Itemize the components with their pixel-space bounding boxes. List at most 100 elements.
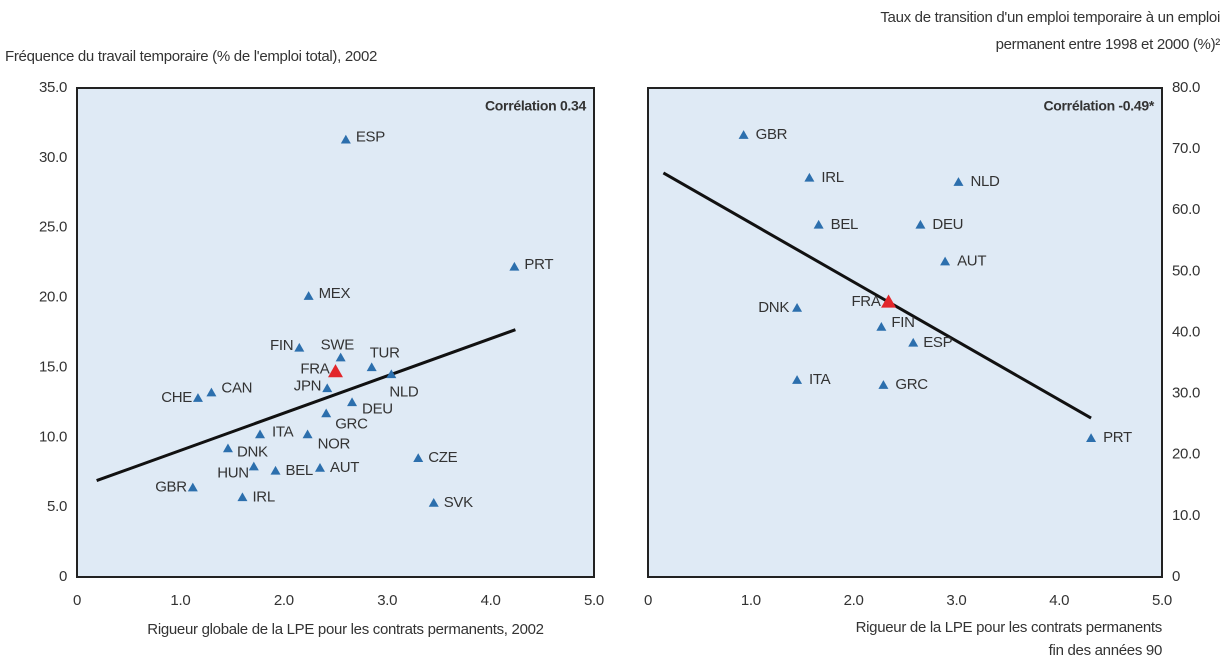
point-label: CHE [161,389,192,406]
point [386,369,397,379]
x-axis-label: Rigueur de la LPE pour les contrats perm… [856,619,1162,636]
y-tick-label: 10.0 [39,428,67,445]
point-label: ITA [809,371,831,388]
point [303,291,314,300]
point-label: DEU [932,216,963,233]
point-label: FIN [891,314,914,331]
point-label: BEL [831,216,858,233]
point-label: NOR [318,435,351,452]
point [366,362,377,372]
point [302,429,313,439]
y-tick-label: 15.0 [39,358,67,375]
y-tick-label: 25.0 [39,219,67,236]
point [792,375,803,384]
point [876,321,887,331]
point-label: TUR [370,344,400,361]
point [322,383,333,393]
point [738,130,749,139]
annotation: Corrélation -0.49* [1043,98,1154,114]
y-tick-label: 70.0 [1172,140,1200,157]
point-label: MEX [319,285,351,302]
point [347,397,358,407]
point-label: FRA [300,361,329,378]
point-label: SVK [444,494,473,511]
point [878,380,889,389]
y-tick-label: 50.0 [1172,262,1200,279]
point-label: IRL [821,169,843,186]
point [206,387,217,397]
y-axis-label: Taux de transition d'un emploi temporair… [880,9,1220,26]
point [881,294,897,308]
point-label: NLD [389,383,419,400]
point-label: JPN [294,377,321,394]
point [187,482,198,492]
point-label: GRC [895,376,928,393]
x-tick-label: 1.0 [741,592,761,609]
x-tick-label: 3.0 [377,592,397,609]
point [804,172,815,182]
plot-area [647,87,1163,578]
point-label: GRC [335,416,368,433]
point-label: ESP [356,129,385,146]
point-label: GBR [756,126,788,143]
x-tick-label: 0 [73,592,81,609]
x-tick-label: 3.0 [946,592,966,609]
x-axis-label: Rigueur globale de la LPE pour les contr… [147,621,543,638]
point-label: PRT [524,256,553,273]
point [1086,433,1097,442]
x-tick-label: 5.0 [1152,592,1172,609]
point [908,337,919,347]
y-tick-label: 5.0 [47,498,67,515]
point [328,364,343,378]
x-tick-label: 2.0 [844,592,864,609]
point [428,497,439,507]
point-label: DNK [237,443,268,460]
y-tick-label: 40.0 [1172,323,1200,340]
point [237,492,248,502]
y-tick-label: 35.0 [39,79,67,96]
point-label: NLD [970,173,1000,190]
point-label: GBR [155,479,187,496]
point-label: CAN [221,380,252,397]
point [192,393,203,402]
point-label: DEU [362,400,393,417]
point [509,261,520,271]
point [270,465,281,475]
point [413,453,424,462]
trend-line [96,328,516,483]
y-tick-label: 20.0 [39,289,67,306]
y-tick-label: 0 [1172,568,1180,585]
point [813,219,824,229]
x-axis-label: fin des années 90 [1049,642,1162,659]
point-label: DNK [758,299,789,316]
point [222,443,233,453]
y-tick-label: 10.0 [1172,507,1200,524]
point-label: SWE [321,337,355,354]
point [953,177,964,186]
point-label: BEL [286,462,313,479]
y-axis-label: Fréquence du travail temporaire (% de l'… [5,48,377,65]
point-label: ESP [923,334,952,351]
point [294,342,305,352]
point [248,461,259,471]
point-label: FIN [270,337,293,354]
point-label: ITA [272,423,294,440]
x-tick-label: 4.0 [1049,592,1069,609]
point-label: IRL [252,488,274,505]
x-tick-label: 4.0 [481,592,501,609]
point-label: AUT [330,459,359,476]
y-tick-label: 80.0 [1172,79,1200,96]
y-tick-label: 0 [59,568,67,585]
point [335,352,346,362]
point [314,463,325,472]
trend-line [662,171,1092,420]
point [321,408,332,418]
point-label: HUN [217,465,249,482]
point [915,219,926,229]
x-tick-label: 1.0 [170,592,190,609]
x-tick-label: 5.0 [584,592,604,609]
annotation: Corrélation 0.34 [485,98,587,114]
x-tick-label: 0 [644,592,652,609]
y-tick-label: 30.0 [39,149,67,166]
